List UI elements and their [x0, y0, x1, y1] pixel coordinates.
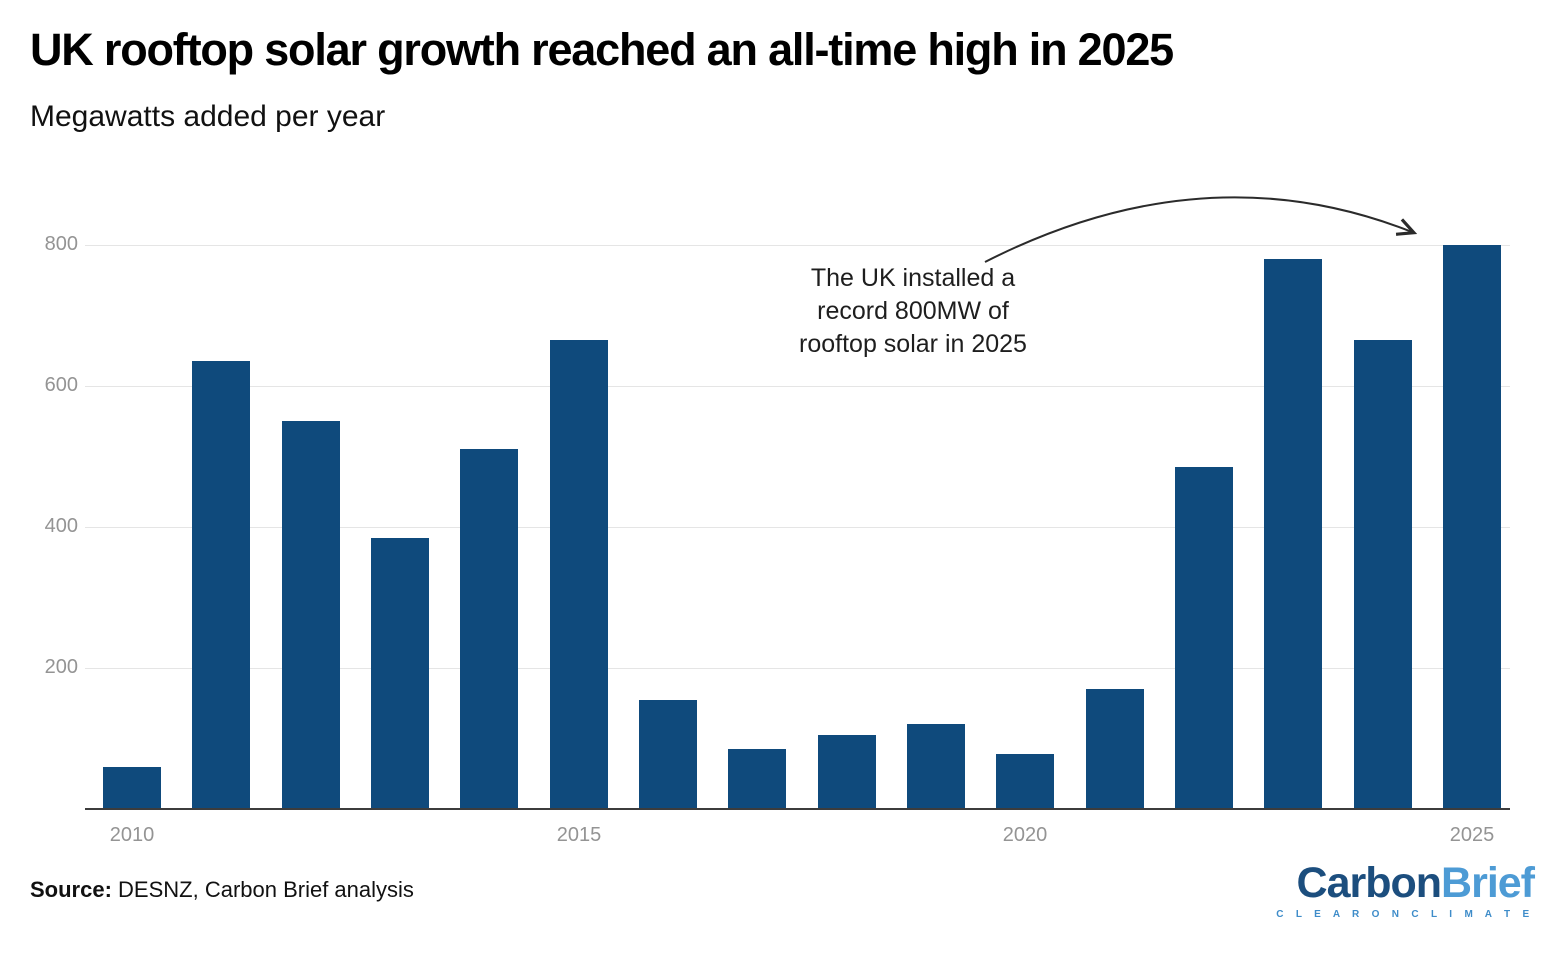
- y-axis-label-800: 800: [44, 233, 78, 255]
- bar-2015: [550, 340, 608, 809]
- page-subtitle: Megawatts added per year: [30, 100, 386, 133]
- gridline-200: [85, 668, 1510, 669]
- logo-tagline: C L E A R O N C L I M A T E: [1276, 909, 1534, 921]
- bar-2022: [1175, 467, 1233, 809]
- x-axis-line: [85, 808, 1510, 810]
- bar-2020: [996, 754, 1054, 809]
- bar-2014: [460, 449, 518, 809]
- x-axis-label-2020: 2020: [1002, 824, 1048, 846]
- logo-wordmark: CarbonBrief: [1276, 859, 1535, 907]
- bar-2021: [1086, 689, 1144, 809]
- bar-2018: [818, 735, 876, 809]
- x-axis-label-2015: 2015: [556, 824, 602, 846]
- gridline-400: [85, 527, 1510, 528]
- curved-arrow-icon: [984, 196, 1418, 263]
- annotation-text: The UK installed a record 800MW of rooft…: [799, 264, 1027, 358]
- bar-2023: [1264, 259, 1322, 809]
- bar-2017: [728, 749, 786, 809]
- bar-2019: [907, 724, 965, 809]
- bar-2011: [192, 361, 250, 809]
- source-line: Source: DESNZ, Carbon Brief analysis: [30, 877, 414, 903]
- bar-2016: [639, 700, 697, 809]
- x-axis-label-2025: 2025: [1449, 824, 1495, 846]
- logo-brief: Brief: [1441, 859, 1535, 907]
- bar-2025: [1443, 245, 1501, 809]
- page-title: UK rooftop solar growth reached an all-t…: [30, 24, 1174, 75]
- y-axis-label-200: 200: [44, 656, 78, 678]
- y-axis-label-600: 600: [44, 374, 78, 396]
- logo-carbon: Carbon: [1296, 859, 1442, 907]
- x-axis-label-2010: 2010: [109, 824, 155, 846]
- source-text: DESNZ, Carbon Brief analysis: [111, 877, 414, 902]
- bar-2012: [282, 421, 340, 809]
- bar-2010: [103, 767, 161, 809]
- gridline-600: [85, 386, 1510, 387]
- bar-2013: [371, 538, 429, 809]
- bar-2024: [1354, 340, 1412, 809]
- y-axis-label-400: 400: [44, 515, 78, 537]
- carbonbrief-logo: CarbonBrief C L E A R O N C L I M A T E: [1276, 859, 1535, 921]
- source-label: Source:: [30, 877, 112, 902]
- gridline-800: [85, 245, 1510, 246]
